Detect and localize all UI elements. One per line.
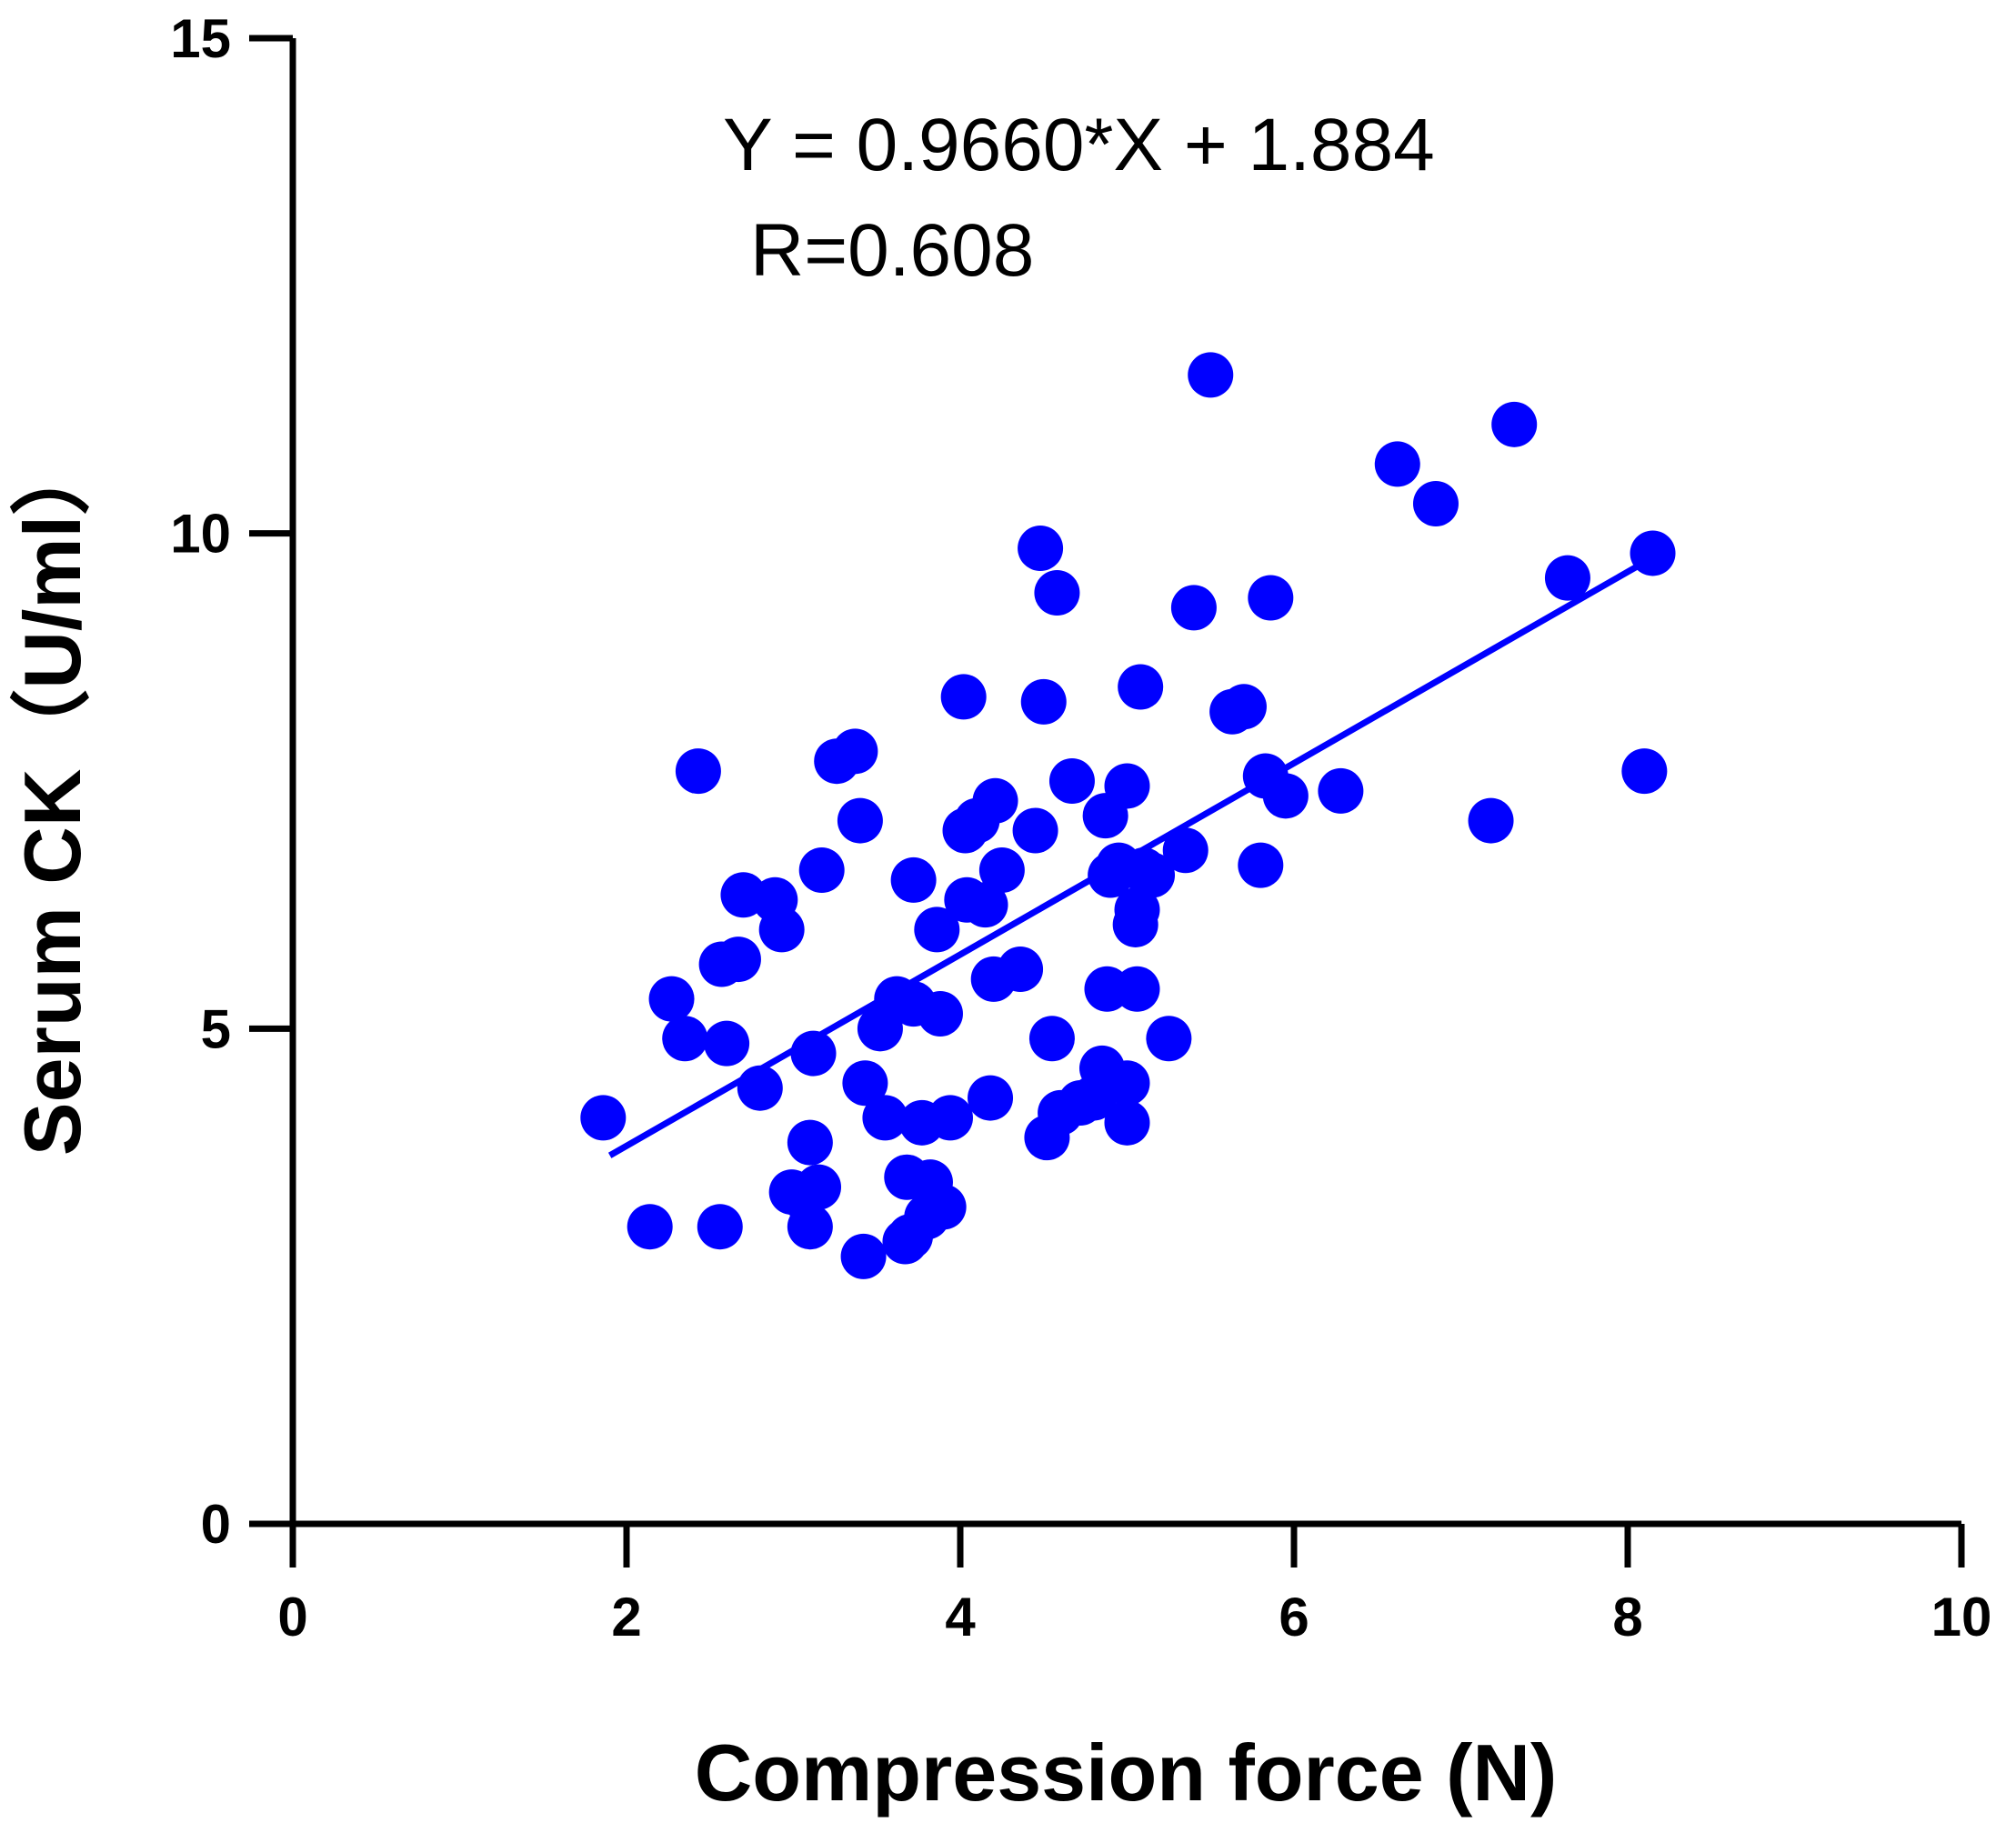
correlation-label: R=0.608 (750, 209, 1034, 292)
x-tick-label: 10 (1931, 1587, 1992, 1648)
data-point (917, 990, 963, 1037)
data-point (697, 1204, 743, 1250)
data-point (1621, 748, 1668, 795)
y-tick-label: 10 (170, 504, 231, 565)
data-point (662, 1016, 708, 1062)
data-point (1012, 807, 1058, 854)
data-point (1544, 555, 1590, 601)
data-point (962, 882, 1008, 928)
data-point (1146, 1016, 1192, 1062)
data-points (580, 352, 1676, 1279)
data-point (1018, 526, 1064, 572)
y-tick-label: 5 (201, 998, 231, 1059)
data-point (978, 847, 1025, 894)
data-point (1412, 480, 1459, 526)
y-tick-label: 0 (201, 1494, 231, 1555)
regression-equation: Y = 0.9660*X + 1.884 (723, 104, 1435, 186)
data-point (627, 1204, 673, 1250)
text-layer: Y = 0.9660*X + 1.884 R=0.608 Compression… (7, 104, 1557, 1818)
data-point (1262, 773, 1309, 819)
regression-line (607, 559, 1647, 1158)
data-point (1170, 585, 1217, 631)
data-point (798, 847, 845, 894)
data-point (787, 1204, 833, 1250)
data-point (715, 937, 761, 983)
data-point (1114, 966, 1160, 1012)
data-point (1020, 678, 1067, 725)
data-point (787, 1119, 833, 1166)
data-point (927, 1095, 973, 1141)
data-point (862, 1095, 908, 1141)
data-point (832, 728, 878, 775)
x-tick-label: 8 (1612, 1587, 1642, 1648)
data-point (1318, 767, 1364, 814)
y-axis-title: Serum CK（U/ml） (7, 436, 97, 1156)
data-point (1220, 684, 1267, 730)
x-axis-title: Compression force (N) (695, 1728, 1558, 1818)
data-point (1491, 401, 1538, 447)
x-tick-label: 4 (945, 1587, 976, 1648)
ticks: 0 2 4 6 8 10 0 5 10 15 (170, 8, 1991, 1648)
data-point (580, 1095, 627, 1141)
data-point (1028, 1016, 1075, 1062)
data-point (1118, 664, 1164, 710)
data-point (1104, 1060, 1150, 1107)
data-point (842, 1060, 888, 1107)
data-point (890, 856, 937, 903)
data-point (675, 748, 721, 795)
data-point (1238, 842, 1284, 888)
data-point (1034, 570, 1080, 616)
data-point (796, 1164, 842, 1210)
data-point (758, 906, 805, 953)
data-point (968, 1075, 1014, 1121)
data-point (1162, 827, 1209, 874)
data-point (1104, 1099, 1150, 1146)
data-point (1188, 352, 1234, 398)
data-point (998, 946, 1044, 992)
data-point (1114, 886, 1160, 933)
data-point (1468, 797, 1514, 844)
data-point (972, 777, 1018, 824)
data-point (1048, 758, 1095, 804)
data-point (840, 1233, 887, 1279)
regression-line-group (607, 559, 1647, 1158)
data-point (648, 976, 695, 1022)
data-point (914, 906, 960, 953)
axes (289, 38, 1961, 1527)
x-tick-label: 6 (1279, 1587, 1309, 1648)
x-tick-label: 0 (277, 1587, 307, 1648)
x-tick-label: 2 (611, 1587, 641, 1648)
data-point (920, 1184, 967, 1230)
data-point (1248, 575, 1294, 621)
data-point (1374, 441, 1420, 487)
data-point (1129, 852, 1176, 898)
y-tick-label: 15 (170, 8, 231, 69)
data-point (837, 797, 883, 844)
data-point (1104, 763, 1150, 809)
data-point (704, 1020, 750, 1067)
data-point (940, 674, 987, 720)
